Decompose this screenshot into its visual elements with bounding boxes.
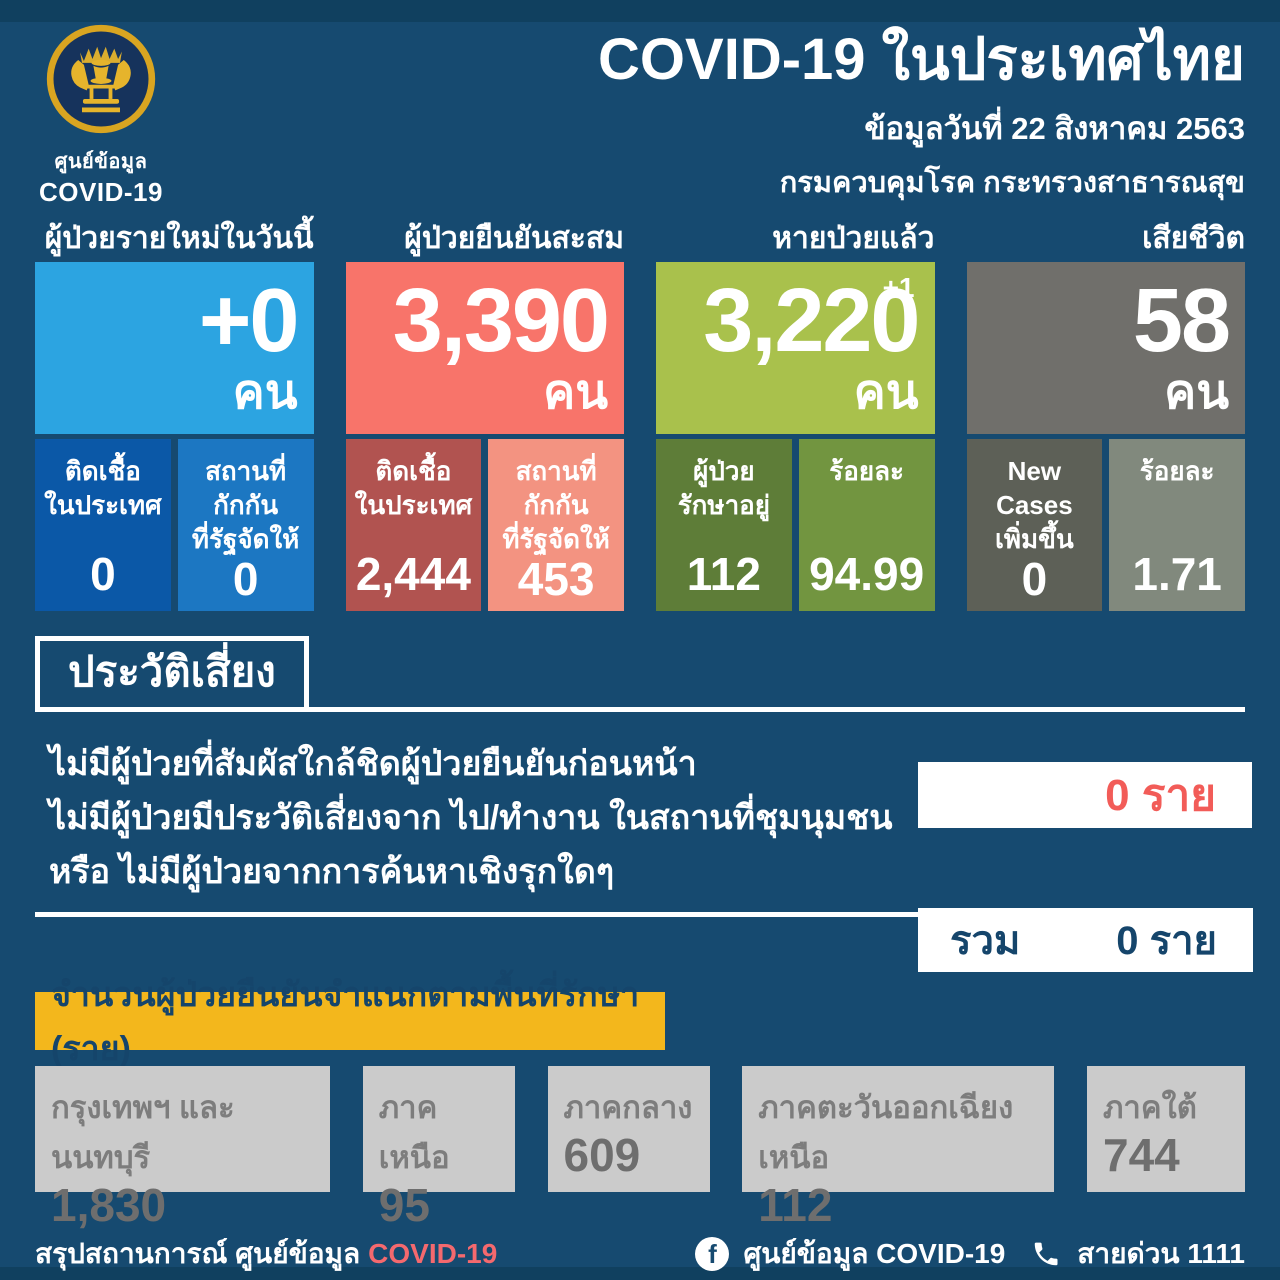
phone-icon <box>1031 1239 1061 1269</box>
sub-value: 0 <box>1021 553 1048 606</box>
stat-card-recovered: หายป่วยแล้ว +1 3,220 คน ผู้ป่วย รักษาอยู… <box>656 218 935 611</box>
stat-card-deaths: เสียชีวิต 58 คน New Cases เพิ่มขึ้น 0 ร้… <box>966 218 1245 611</box>
sub-label: ติดเชื้อ ในประเทศ <box>354 456 473 520</box>
region-box-bangkok: กรุงเทพฯ และนนทบุรี 1,830 <box>35 1066 330 1228</box>
logo-caption-covid: COVID-19 <box>39 177 163 207</box>
sub-label: ติดเชื้อ ในประเทศ <box>44 456 162 520</box>
card-sub-boxes: ติดเชื้อ ในประเทศ 0 สถานที่ กักกัน ที่รั… <box>35 439 314 611</box>
region-value: 95 <box>378 1179 430 1231</box>
sub-label: ผู้ป่วย รักษาอยู่ <box>677 456 771 520</box>
delta-badge: +1 <box>882 272 915 303</box>
total-label: รวม <box>950 919 1021 963</box>
card-main-value-box: +0 คน <box>35 262 314 434</box>
organization-name: กรมควบคุมโรค กระทรวงสาธารณสุข <box>779 166 1245 199</box>
stat-card-new-cases: ผู้ป่วยรายใหม่ในวันนี้ +0 คน ติดเชื้อ ใน… <box>35 218 314 611</box>
card-title: หายป่วยแล้ว <box>772 222 935 255</box>
bottom-border-strip <box>0 1267 1280 1280</box>
card-value: +0 <box>198 271 300 372</box>
total-divider-rule <box>35 912 918 917</box>
hotline-label: สายด่วน 1111 <box>1077 1238 1245 1269</box>
region-box-north: ภาคเหนือ 95 <box>362 1066 515 1228</box>
footer: สรุปสถานการณ์ ศูนย์ข้อมูล COVID-19 f ศูนย… <box>35 1232 1245 1276</box>
region-value: 744 <box>1103 1129 1180 1181</box>
card-unit: คน <box>1164 365 1229 419</box>
facebook-icon: f <box>695 1237 730 1271</box>
region-value: 609 <box>563 1129 641 1181</box>
sub-value: 112 <box>686 548 761 600</box>
footer-summary: สรุปสถานการณ์ ศูนย์ข้อมูล COVID-19 <box>35 1232 497 1276</box>
risk-heading: ประวัติเสี่ยง <box>35 636 309 713</box>
sub-value: 2,444 <box>355 548 471 600</box>
risk-body: ไม่มีผู้ป่วยที่สัมผัสใกล้ชิดผู้ป่วยยืนยั… <box>35 738 1252 899</box>
sub-value: 0 <box>90 548 116 600</box>
region-label: ภาคตะวันออกเฉียงเหนือ <box>758 1090 1014 1175</box>
sub-label: สถานที่ กักกัน ที่รัฐจัดให้ <box>191 456 300 554</box>
report-date: ข้อมูลวันที่ 22 สิงหาคม 2563 <box>864 110 1245 146</box>
card-title: ผู้ป่วยรายใหม่ในวันนี้ <box>44 222 314 255</box>
card-sub-boxes: ผู้ป่วย รักษาอยู่ 112 ร้อยละ 94.99 <box>656 439 935 611</box>
card-unit: คน <box>853 365 919 419</box>
region-value: 1,830 <box>51 1179 167 1231</box>
card-title: ผู้ป่วยยืนยันสะสม <box>404 222 624 255</box>
sub-value: 453 <box>517 553 595 606</box>
card-title: เสียชีวิต <box>1142 222 1245 255</box>
regions-heading: จำนวนผู้ป่วยยืนยันจำแนกตามพื้นที่รักษา (… <box>35 976 665 1068</box>
title-block: COVID-19 ในประเทศไทย ข้อมูลวันที่ 22 สิง… <box>598 27 1245 205</box>
total-box: รวม 0 ราย <box>918 908 1253 972</box>
risk-count-box: 0 ราย <box>918 762 1252 829</box>
stat-cards-row: ผู้ป่วยรายใหม่ในวันนี้ +0 คน ติดเชื้อ ใน… <box>35 218 1245 611</box>
risk-heading-row: ประวัติเสี่ยง <box>35 636 1245 713</box>
sub-box-new-deaths: New Cases เพิ่มขึ้น 0 <box>966 439 1103 611</box>
total-value: 0 ราย <box>1116 919 1217 963</box>
region-label: ภาคเหนือ <box>378 1090 450 1175</box>
page-title: COVID-19 ในประเทศไทย <box>598 27 1245 92</box>
footer-summary-text: สรุปสถานการณ์ ศูนย์ข้อมูล <box>35 1238 361 1269</box>
sub-box-domestic: ติดเชื้อ ในประเทศ 2,444 <box>345 439 482 611</box>
sub-box-percentage: ร้อยละ 1.71 <box>1109 439 1245 611</box>
sub-value: 1.71 <box>1132 548 1222 600</box>
card-main-value-box: 3,390 คน <box>345 262 624 434</box>
region-label: ภาคใต้ <box>1103 1090 1197 1125</box>
logo-block: ศูนย์ข้อมูล COVID-19 <box>33 22 169 208</box>
card-sub-boxes: New Cases เพิ่มขึ้น 0 ร้อยละ 1.71 <box>966 439 1245 611</box>
card-value: 58 <box>1132 271 1231 372</box>
region-label: กรุงเทพฯ และนนทบุรี <box>51 1090 235 1175</box>
region-box-central: ภาคกลาง 609 <box>547 1066 710 1192</box>
card-main-value-box: +1 3,220 คน <box>656 262 935 434</box>
sub-box-quarantine: สถานที่ กักกัน ที่รัฐจัดให้ 0 <box>177 439 314 611</box>
sub-value: 94.99 <box>809 548 925 600</box>
region-box-northeast: ภาคตะวันออกเฉียงเหนือ 112 <box>742 1066 1055 1228</box>
thai-government-seal-icon <box>46 24 156 134</box>
risk-heading-rule <box>308 707 1245 713</box>
sub-box-quarantine: สถานที่ กักกัน ที่รัฐจัดให้ 453 <box>488 439 624 611</box>
risk-description: ไม่มีผู้ป่วยที่สัมผัสใกล้ชิดผู้ป่วยยืนยั… <box>49 745 893 891</box>
card-sub-boxes: ติดเชื้อ ในประเทศ 2,444 สถานที่ กักกัน ท… <box>345 439 624 611</box>
sub-box-in-treatment: ผู้ป่วย รักษาอยู่ 112 <box>656 439 792 611</box>
region-box-south: ภาคใต้ 744 <box>1087 1066 1245 1192</box>
total-row: รวม 0 ราย <box>35 908 1253 972</box>
sub-label: สถานที่ กักกัน ที่รัฐจัดให้ <box>502 456 610 554</box>
sub-box-percentage: ร้อยละ 94.99 <box>798 439 935 611</box>
sub-label: ร้อยละ <box>829 456 904 486</box>
card-unit: คน <box>232 365 298 419</box>
top-border-strip <box>0 0 1280 22</box>
card-value: 3,390 <box>392 271 610 372</box>
card-value: 3,220 <box>703 271 920 372</box>
sub-label: ร้อยละ <box>1139 456 1215 486</box>
sub-value: 0 <box>232 553 259 606</box>
region-value: 112 <box>758 1179 833 1231</box>
footer-summary-highlight: COVID-19 <box>368 1238 498 1269</box>
sub-label: New Cases เพิ่มขึ้น <box>995 456 1074 554</box>
risk-history-section: ประวัติเสี่ยง ไม่มีผู้ป่วยที่สัมผัสใกล้ช… <box>35 636 1252 899</box>
regions-row: กรุงเทพฯ และนนทบุรี 1,830 ภาคเหนือ 95 ภา… <box>35 1066 1245 1228</box>
region-label: ภาคกลาง <box>563 1090 693 1125</box>
stat-card-cumulative: ผู้ป่วยยืนยันสะสม 3,390 คน ติดเชื้อ ในปร… <box>345 218 624 611</box>
logo-caption: ศูนย์ข้อมูล <box>54 151 148 173</box>
footer-contacts: f ศูนย์ข้อมูล COVID-19 สายด่วน 1111 <box>695 1232 1245 1276</box>
facebook-page-label: ศูนย์ข้อมูล COVID-19 <box>743 1238 1006 1269</box>
sub-box-domestic: ติดเชื้อ ในประเทศ 0 <box>35 439 171 611</box>
card-unit: คน <box>543 365 608 419</box>
card-main-value-box: 58 คน <box>966 262 1245 434</box>
